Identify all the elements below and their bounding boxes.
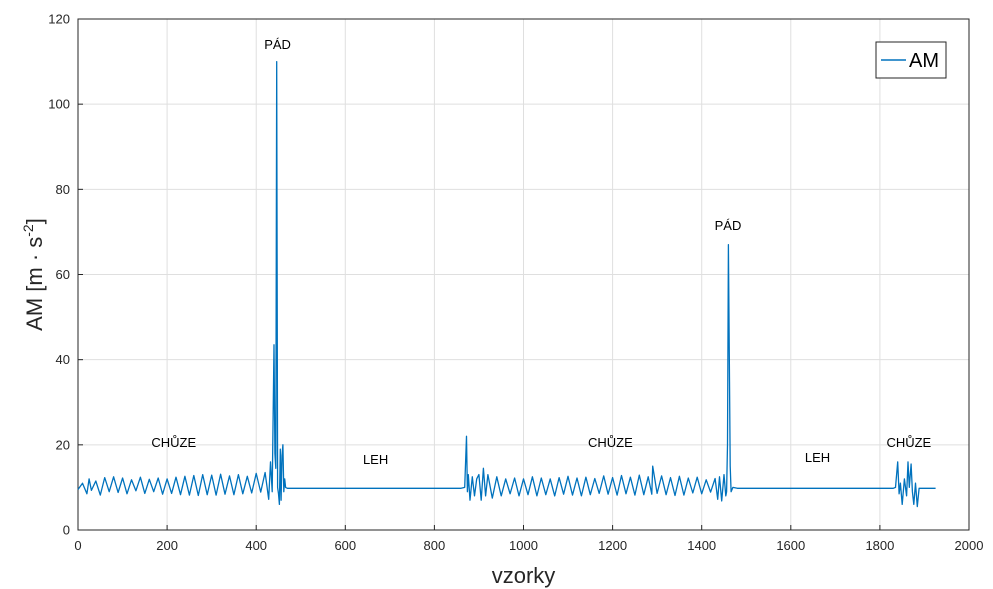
y-tick-label: 60 bbox=[56, 267, 70, 282]
x-tick-label: 400 bbox=[245, 538, 267, 553]
annotation-label: CHŮZE bbox=[886, 435, 931, 450]
y-tick-label: 40 bbox=[56, 352, 70, 367]
x-tick-label: 1600 bbox=[776, 538, 805, 553]
x-tick-label: 0 bbox=[74, 538, 81, 553]
series-layer bbox=[77, 60, 936, 508]
annotation-label: LEH bbox=[805, 450, 830, 465]
x-tick-label: 1400 bbox=[687, 538, 716, 553]
x-tick-label: 800 bbox=[424, 538, 446, 553]
x-tick-label: 2000 bbox=[955, 538, 984, 553]
annotation-label: PÁD bbox=[715, 218, 742, 233]
x-tick-label: 200 bbox=[156, 538, 178, 553]
y-axis-label-main: AM [m · s bbox=[22, 237, 47, 331]
annotations: PÁD PÁD CHŮZE LEH CHŮZE LEH CHŮZE bbox=[151, 37, 931, 467]
y-tick-label: 80 bbox=[56, 182, 70, 197]
series-line-am bbox=[77, 60, 936, 508]
annotation-label: CHŮZE bbox=[588, 435, 633, 450]
x-tick-label: 1200 bbox=[598, 538, 627, 553]
legend: AM bbox=[875, 41, 947, 79]
x-axis-label: vzorky bbox=[492, 563, 556, 588]
y-tick-label: 20 bbox=[56, 437, 70, 452]
x-tick-label: 600 bbox=[334, 538, 356, 553]
grid bbox=[77, 18, 970, 531]
y-axis-label-exponent: -2 bbox=[20, 224, 36, 237]
legend-label: AM bbox=[909, 50, 939, 72]
x-tick-label: 1000 bbox=[509, 538, 538, 553]
axis-ticks: 0 200 400 600 800 1000 1200 1400 1600 1800 2000 0 20… bbox=[48, 12, 983, 554]
annotation-label: LEH bbox=[363, 452, 388, 467]
annotation-label: PÁD bbox=[264, 37, 291, 52]
y-axis-label-close: ] bbox=[22, 218, 47, 224]
x-tick-label: 1800 bbox=[865, 538, 894, 553]
y-tick-label: 100 bbox=[48, 97, 70, 112]
annotation-label: CHŮZE bbox=[151, 435, 196, 450]
y-tick-label: 0 bbox=[63, 523, 70, 538]
y-axis-label: AM [m · s-2] bbox=[20, 218, 47, 331]
y-tick-label: 120 bbox=[48, 12, 70, 27]
